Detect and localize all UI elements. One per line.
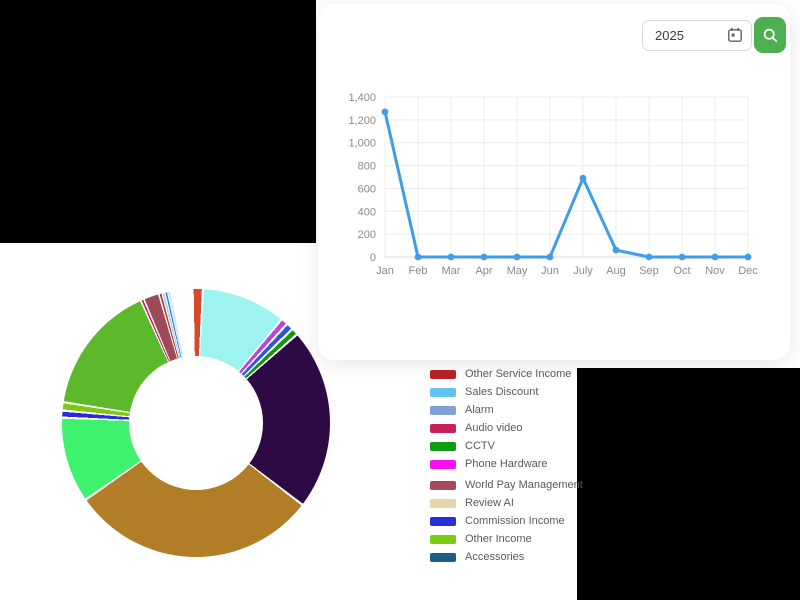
legend-group: World Pay Management Review AI Commission … <box>430 480 583 563</box>
background-block-top-left <box>0 0 316 243</box>
x-axis-tick-label: July <box>573 265 593 277</box>
x-axis-tick-label: Dec <box>738 265 758 277</box>
legend-label: Sales Discount <box>465 386 539 398</box>
background-block-bottom-right <box>577 368 800 600</box>
year-input[interactable] <box>655 27 715 43</box>
x-axis-tick-label: Jan <box>376 265 394 277</box>
legend-item[interactable]: CCTV <box>430 441 583 452</box>
legend-item[interactable]: Audio video <box>430 423 583 434</box>
x-axis-tick-label: Jun <box>541 265 559 277</box>
x-axis-tick-label: May <box>507 265 528 277</box>
y-axis-tick-label: 200 <box>358 229 376 241</box>
donut-chart[interactable] <box>62 289 330 557</box>
x-axis-tick-label: Oct <box>673 265 690 277</box>
legend-item[interactable]: Accessories <box>430 552 583 563</box>
x-axis-tick-label: Feb <box>409 265 428 277</box>
year-input-wrap <box>642 19 752 51</box>
data-point <box>546 253 554 261</box>
x-axis-tick-label: Apr <box>475 265 492 277</box>
legend-label: Accessories <box>465 551 525 563</box>
legend-swatch <box>430 535 456 544</box>
legend-swatch <box>430 442 456 451</box>
legend-label: Alarm <box>465 404 494 416</box>
legend-swatch <box>430 553 456 562</box>
chart-legend: Other Service Income Sales Discount Alarm A… <box>430 369 583 573</box>
y-axis-tick-label: 600 <box>358 183 376 195</box>
legend-swatch <box>430 481 456 490</box>
legend-swatch <box>430 370 456 379</box>
legend-item[interactable]: Alarm <box>430 405 583 416</box>
data-point <box>480 253 488 261</box>
line-chart-card: 0 200 400 600 800 1,000 1,200 1,400 Jan Feb Mar Apr… <box>318 4 790 360</box>
legend-group: Other Service Income Sales Discount Alarm A… <box>430 369 583 470</box>
search-icon <box>762 27 779 44</box>
data-point <box>414 253 422 261</box>
y-axis-tick-label: 400 <box>358 206 376 218</box>
legend-item[interactable]: Commission Income <box>430 516 583 527</box>
search-button[interactable] <box>754 17 786 53</box>
legend-label: World Pay Management <box>465 479 583 491</box>
x-axis-tick-label: Sep <box>639 265 659 277</box>
calendar-icon[interactable] <box>727 27 743 43</box>
data-point <box>579 174 587 182</box>
y-axis-tick-label: 1,400 <box>348 92 376 104</box>
line-chart: 0 200 400 600 800 1,000 1,200 1,400 Jan Feb Mar Apr… <box>348 92 758 277</box>
legend-swatch <box>430 517 456 526</box>
x-axis-tick-label: Nov <box>705 265 725 277</box>
data-point <box>447 253 455 261</box>
donut-hole <box>129 356 263 490</box>
data-point <box>612 246 620 254</box>
legend-swatch <box>430 424 456 433</box>
x-axis-tick-label: Aug <box>606 265 626 277</box>
legend-item[interactable]: Sales Discount <box>430 387 583 398</box>
y-axis-tick-label: 1,000 <box>348 138 376 150</box>
line-series <box>383 110 750 259</box>
data-point <box>744 253 752 261</box>
year-filter-group <box>642 17 786 53</box>
legend-label: Other Income <box>465 533 532 545</box>
legend-item[interactable]: Phone Hardware <box>430 459 583 470</box>
y-axis-tick-label: 800 <box>358 161 376 173</box>
legend-swatch <box>430 460 456 469</box>
data-point <box>381 108 389 116</box>
legend-item[interactable]: World Pay Management <box>430 480 583 491</box>
data-point <box>678 253 686 261</box>
legend-label: CCTV <box>465 440 495 452</box>
legend-item[interactable]: Other Income <box>430 534 583 545</box>
y-axis-tick-label: 1,200 <box>348 115 376 127</box>
data-point <box>711 253 719 261</box>
legend-item[interactable]: Other Service Income <box>430 369 583 380</box>
data-point <box>645 253 653 261</box>
legend-label: Review AI <box>465 497 514 509</box>
legend-item[interactable]: Review AI <box>430 498 583 509</box>
legend-label: Other Service Income <box>465 368 572 380</box>
legend-label: Commission Income <box>465 515 565 527</box>
legend-label: Audio video <box>465 422 523 434</box>
y-axis-tick-label: 0 <box>370 252 376 264</box>
legend-swatch <box>430 406 456 415</box>
legend-swatch <box>430 388 456 397</box>
legend-swatch <box>430 499 456 508</box>
x-axis-tick-label: Mar <box>442 265 461 277</box>
data-point <box>513 253 521 261</box>
legend-label: Phone Hardware <box>465 458 548 470</box>
